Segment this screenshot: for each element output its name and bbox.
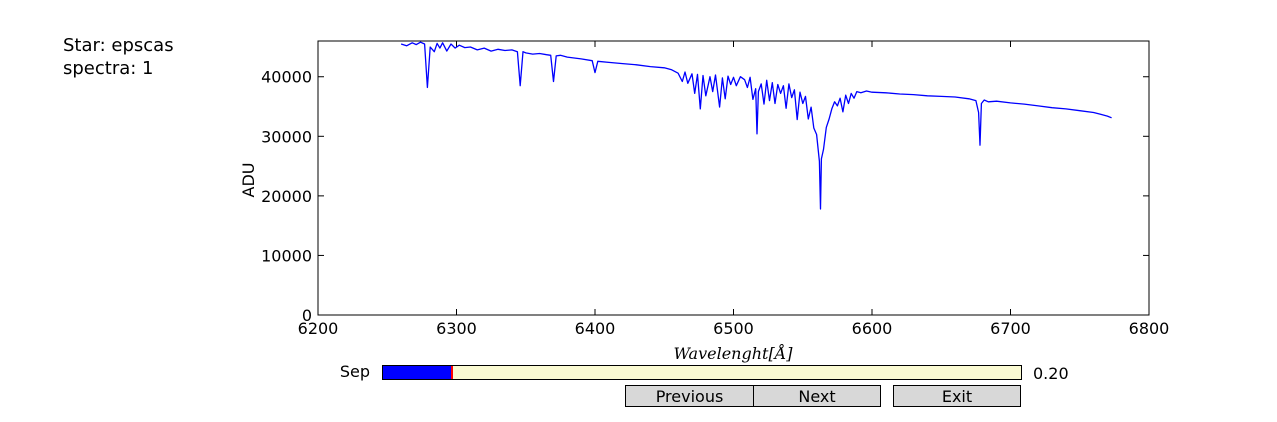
x-tick-label: 6400 (575, 319, 616, 338)
y-axis-label: ADU (239, 163, 258, 198)
y-tick-label: 20000 (261, 187, 312, 206)
spectrum-series-line (400, 41, 1112, 210)
sep-slider-label: Sep (339, 362, 370, 381)
plot-area (317, 40, 1150, 316)
exit-button[interactable]: Exit (893, 385, 1021, 407)
sep-slider-fill[interactable] (383, 366, 454, 379)
y-tick-label: 40000 (261, 68, 312, 87)
x-tick-label: 6300 (436, 319, 477, 338)
x-tick-label: 6600 (852, 319, 893, 338)
previous-button[interactable]: Previous (625, 385, 754, 407)
y-tick-label: 30000 (261, 127, 312, 146)
next-button[interactable]: Next (753, 385, 881, 407)
star-name-label: Star: epscas (63, 35, 174, 56)
x-tick-label: 6800 (1129, 319, 1170, 338)
x-tick-label: 6700 (990, 319, 1031, 338)
sep-slider-value: 0.20 (1033, 364, 1069, 383)
star-info: Star: epscas spectra: 1 (63, 34, 174, 80)
y-tick-label: 0 (302, 306, 312, 325)
sep-slider[interactable] (382, 365, 1022, 380)
spectra-count-label: spectra: 1 (63, 58, 154, 79)
x-tick-label: 6200 (298, 319, 339, 338)
x-axis-label: Wavelenght[Å] (673, 343, 793, 363)
y-tick-label: 10000 (261, 246, 312, 265)
x-tick-label: 6500 (713, 319, 754, 338)
axis-ticks: 6200 6300 6400 6500 6600 6700 6800 0 10000 20000 3… (261, 41, 1169, 338)
